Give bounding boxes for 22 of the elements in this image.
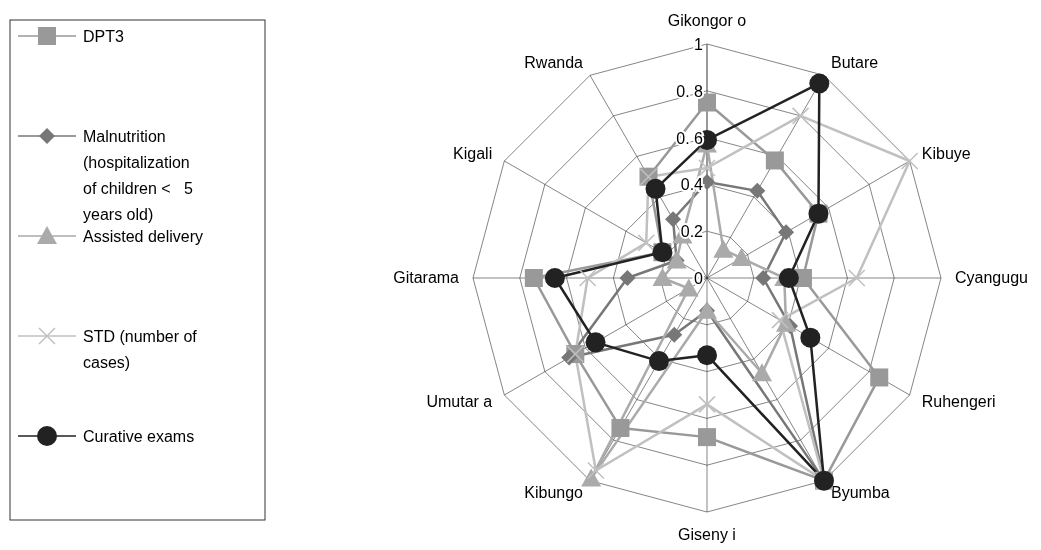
spoke-label: Gikongor o (667, 12, 747, 29)
y-tick-label: 1 (694, 36, 704, 53)
legend-label: Curative exams (83, 428, 195, 445)
legend-label: STD (number of cases) (83, 328, 198, 371)
legend-label: DPT3 (83, 28, 124, 45)
y-tick-label: 0.4 (680, 176, 704, 194)
spoke-label: Kibuye (921, 145, 971, 162)
y-tick-label: 0.2 (680, 223, 704, 241)
spoke-label: Giseny i (678, 526, 736, 543)
legend-label: Malnutrition (hospitalization of children < 5 years old) (83, 128, 193, 223)
y-tick-label: 0. 8 (676, 82, 704, 100)
spoke-label: Byumba (831, 483, 890, 501)
spoke-label: Ruhengeri (921, 393, 996, 410)
legend-label: Assisted delivery (83, 228, 204, 245)
spoke-label: Butare (831, 54, 879, 72)
spoke-label: Rwanda (524, 54, 584, 72)
spoke-label: Kibungo (524, 483, 584, 501)
y-tick-label: 0 (694, 270, 704, 287)
spoke-label: Gitarama (393, 269, 460, 286)
spoke-label: Umutar a (426, 393, 493, 410)
spoke-label: Cyangugu (955, 269, 1028, 286)
spoke-label: Kigali (453, 145, 493, 162)
